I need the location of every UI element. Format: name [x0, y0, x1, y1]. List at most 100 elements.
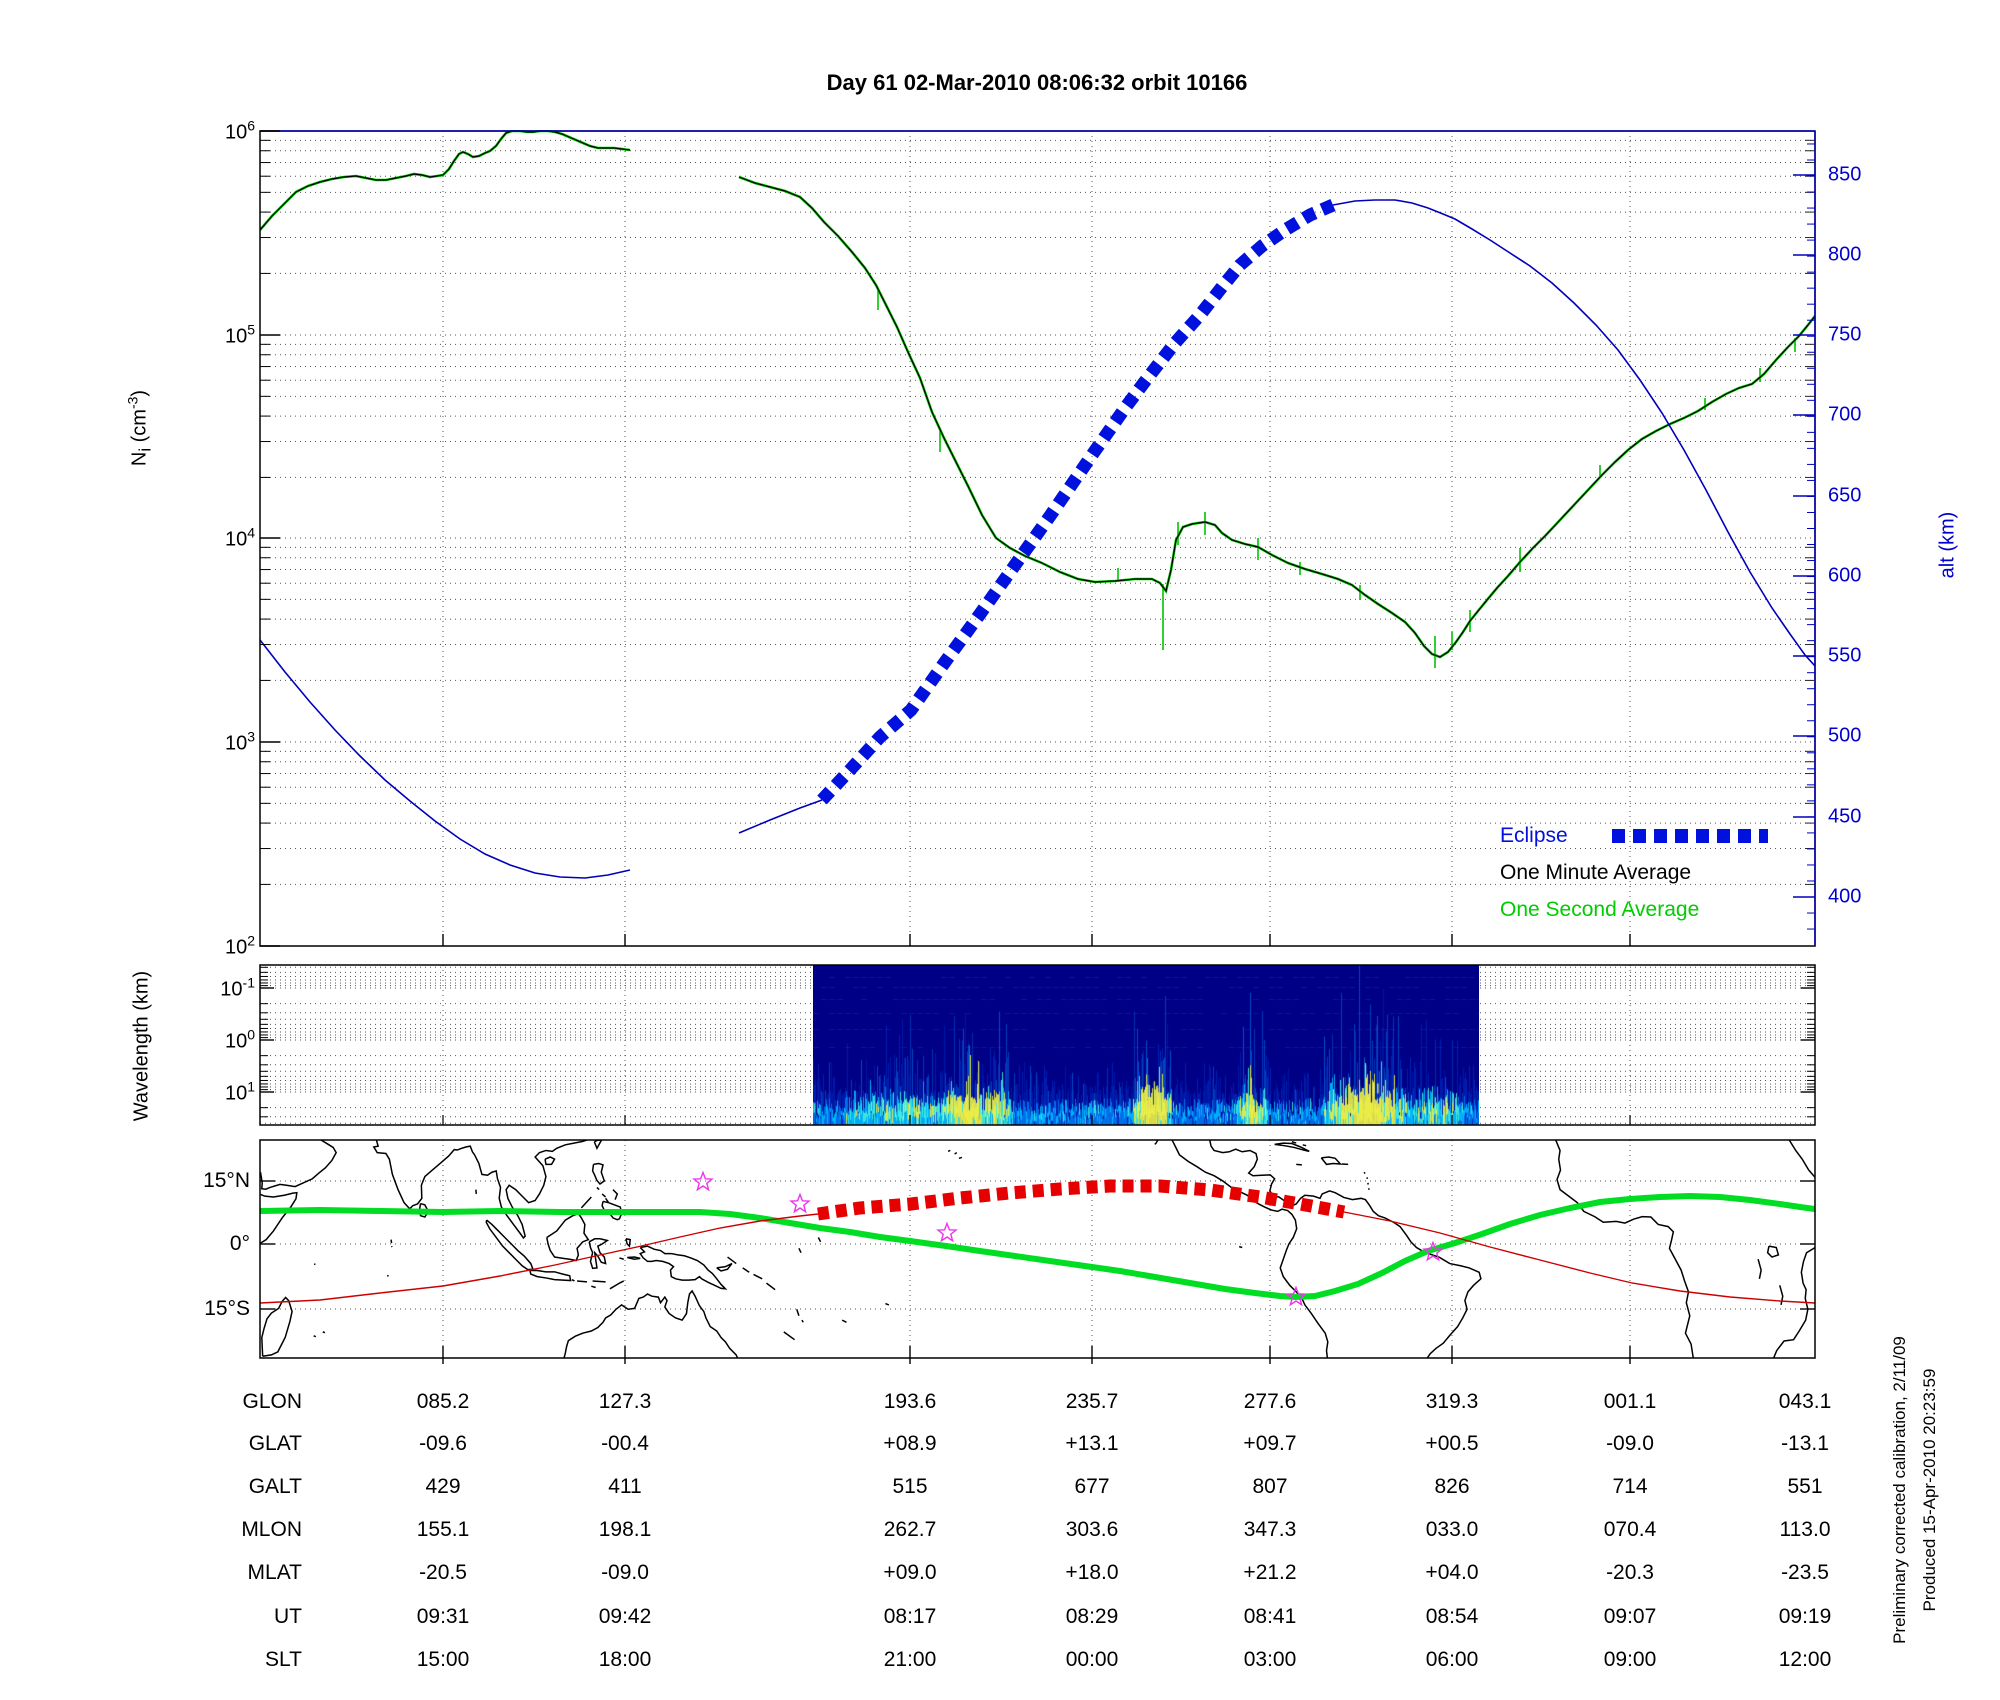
curve [625, 1238, 632, 1248]
table-row-label: SLT [265, 1648, 302, 1671]
curve [1274, 1142, 1310, 1153]
one-second-average-line [260, 130, 631, 231]
alt-axis-title: alt (km) [1936, 511, 1959, 579]
table-cell: 09:31 [416, 1605, 470, 1628]
y-axis-tick-label: 106 [224, 117, 255, 144]
latitude-tick-label: 0° [229, 1232, 250, 1255]
table-cell: -09.0 [1606, 1432, 1654, 1455]
table-cell: 15:00 [416, 1648, 470, 1671]
curve [588, 1238, 610, 1270]
table-cell: 262.7 [883, 1518, 937, 1541]
curve [1788, 1140, 1815, 1180]
curve [1555, 1140, 1694, 1358]
curve [596, 1186, 600, 1191]
curve [727, 1256, 737, 1265]
alt-axis-tick-label: 850 [1828, 163, 1862, 186]
table-cell: -23.5 [1781, 1561, 1829, 1584]
table-cell: 08:54 [1425, 1605, 1479, 1628]
station-star-marker [692, 1170, 714, 1192]
wavelength-tick-label: 10-1 [220, 974, 255, 1001]
curve [947, 1149, 951, 1153]
alt-axis-tick-label: 500 [1828, 724, 1862, 747]
map-frame [259, 1139, 1816, 1359]
table-cell: 347.3 [1243, 1518, 1297, 1541]
station-star-marker [1285, 1285, 1307, 1307]
curve [1363, 1171, 1366, 1174]
alt-axis-tick-label: 450 [1828, 805, 1862, 828]
curve [593, 1140, 603, 1151]
table-cell: 00:00 [1065, 1648, 1119, 1671]
altitude-line [1332, 199, 1815, 667]
table-cell: +00.5 [1425, 1432, 1479, 1455]
table-cell: +13.1 [1065, 1432, 1119, 1455]
curve [753, 1273, 763, 1280]
table-cell: 155.1 [416, 1518, 470, 1541]
curve [571, 1278, 575, 1282]
curve [372, 1140, 588, 1240]
table-cell: 09:00 [1603, 1648, 1657, 1671]
wavelength-tick-label: 101 [224, 1078, 255, 1105]
wavelength-spectrogram-image [813, 965, 1479, 1125]
table-cell: 08:41 [1243, 1605, 1297, 1628]
alt-axis-tick-label: 600 [1828, 564, 1862, 587]
table-row-label: GALT [248, 1475, 302, 1498]
table-cell: 12:00 [1778, 1648, 1832, 1671]
wavelength-axis-title: Wavelength (km) [130, 970, 153, 1122]
y-axis-tick-label: 102 [224, 932, 255, 959]
table-cell: 06:00 [1425, 1648, 1479, 1671]
one-minute-average-line [260, 130, 631, 231]
curve [563, 1289, 739, 1358]
one-minute-average-line [738, 176, 1815, 658]
table-cell: +04.0 [1425, 1561, 1479, 1584]
curve [529, 1269, 572, 1282]
curve [601, 1193, 607, 1198]
alt-axis-tick-label: 750 [1828, 323, 1862, 346]
curve [742, 1267, 750, 1273]
curve [544, 1156, 556, 1166]
table-row-label: MLAT [247, 1561, 302, 1584]
curve [639, 1245, 728, 1290]
curve [260, 1140, 338, 1190]
table-cell: 411 [608, 1475, 642, 1498]
curve [260, 1191, 298, 1244]
curve [1772, 1246, 1815, 1358]
curve [954, 1152, 958, 1155]
station-star-marker [936, 1221, 958, 1243]
world-map-coastlines [260, 1140, 1815, 1358]
table-cell: +09.7 [1243, 1432, 1297, 1455]
table-cell: -20.5 [419, 1561, 467, 1584]
eclipse-track-dashes [817, 1179, 1346, 1221]
latitude-tick-label: 15°N [203, 1169, 250, 1192]
curve [1779, 1285, 1784, 1306]
table-cell: -09.0 [601, 1561, 649, 1584]
table-cell: 03:00 [1243, 1648, 1297, 1671]
alt-axis-tick-label: 700 [1828, 403, 1862, 426]
y-axis-tick-label: 104 [224, 524, 255, 551]
altitude-line [260, 639, 631, 879]
table-cell: 319.3 [1425, 1390, 1479, 1413]
table-cell: 113.0 [1779, 1518, 1831, 1541]
table-cell: 677 [1074, 1475, 1110, 1498]
table-cell: 08:17 [883, 1605, 937, 1628]
curve [783, 1331, 796, 1341]
curve [958, 1156, 963, 1160]
curve [1171, 1140, 1329, 1358]
table-cell: -13.1 [1781, 1432, 1829, 1455]
y-axis-tick-label: 103 [224, 728, 255, 755]
curve [801, 1319, 804, 1323]
ni-axis-title: Ni (cm-3) [124, 389, 155, 467]
altitude-line [738, 799, 823, 834]
curve [1302, 1144, 1307, 1147]
table-row-label: UT [274, 1605, 302, 1628]
footer-calibration-note: Preliminary corrected calibration, 2/11/… [1890, 1336, 1909, 1644]
table-cell: +09.0 [883, 1561, 937, 1584]
curve [1766, 1245, 1780, 1258]
ion-density-panel [260, 130, 1815, 879]
curve [1154, 1140, 1159, 1145]
curve [817, 1237, 822, 1243]
wavelength-tick-label: 100 [224, 1026, 255, 1053]
table-cell: 826 [1434, 1475, 1470, 1498]
curve [798, 1248, 802, 1254]
